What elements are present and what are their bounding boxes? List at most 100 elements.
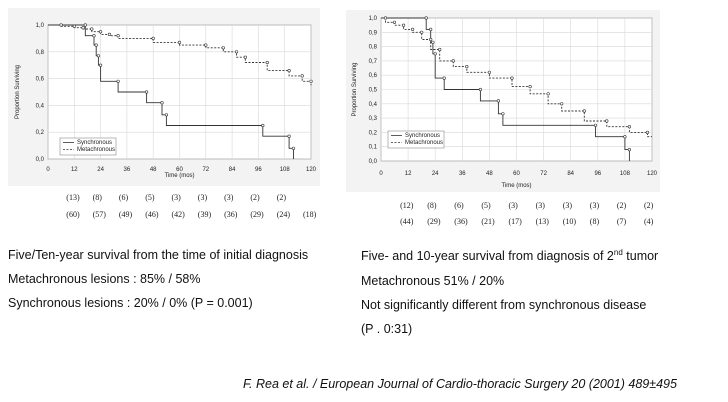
censor-mark	[92, 34, 96, 38]
censor-mark	[287, 134, 291, 138]
y-tick-label: 0,4	[36, 103, 45, 109]
y-tick-label: 0,9	[369, 30, 378, 36]
at-risk-count: (7)	[616, 217, 627, 226]
x-tick-label: 48	[486, 171, 493, 177]
x-axis-label: Time (mos)	[164, 173, 194, 179]
y-tick-label: 0,6	[36, 77, 45, 83]
y-tick-label: 0,3	[369, 116, 378, 122]
at-risk-count: (2)	[276, 193, 287, 202]
at-risk-count: (13)	[535, 217, 549, 226]
x-tick-label: 24	[432, 171, 439, 177]
legend-label-metachronous: Metachronous	[77, 147, 115, 153]
x-tick-label: 48	[150, 167, 157, 173]
at-risk-count: (24)	[276, 210, 291, 219]
x-tick-label: 12	[71, 167, 78, 173]
censor-mark	[528, 84, 532, 89]
censor-mark	[221, 46, 225, 50]
censor-mark	[627, 148, 632, 152]
x-tick-label: 120	[647, 171, 658, 177]
at-risk-count: (44)	[400, 217, 414, 226]
at-risk-count: (5)	[481, 201, 491, 210]
at-risk-count: (8)	[427, 201, 437, 210]
censor-mark	[593, 123, 598, 127]
censor-mark	[90, 27, 94, 31]
censor-mark	[107, 32, 111, 37]
x-tick-label: 12	[405, 171, 412, 177]
legend-label-metachronous: Metachronous	[405, 140, 443, 146]
at-risk-count: (60)	[66, 210, 80, 219]
at-risk-count: (42)	[171, 210, 185, 219]
censor-mark	[234, 50, 239, 54]
at-risk-count: (17)	[508, 217, 522, 226]
at-risk-count: (2)	[250, 193, 260, 202]
x-axis-label: Time (mos)	[501, 183, 531, 189]
censor-mark	[160, 101, 164, 105]
at-risk-count: (3)	[171, 193, 181, 202]
series-metachronous	[381, 17, 652, 138]
censor-mark	[83, 23, 87, 27]
censor-mark	[451, 59, 455, 63]
censor-mark	[487, 70, 491, 74]
series-synchronous	[48, 24, 294, 159]
y-tick-label: 0,6	[369, 73, 378, 79]
censor-mark	[429, 37, 433, 42]
x-tick-label: 84	[567, 171, 574, 177]
censor-mark	[59, 23, 63, 27]
censor-mark	[243, 55, 247, 59]
censor-mark	[546, 92, 550, 96]
right-text-line1: Five- and 10-year survival from diagnosi…	[361, 248, 658, 263]
y-tick-label: 0,4	[369, 102, 378, 108]
y-axis-label: Proportion Surviving	[15, 65, 21, 119]
censor-mark	[145, 90, 149, 94]
left-text-line3: Synchronous lesions : 20% / 0% (P = 0.00…	[8, 296, 253, 310]
x-tick-label: 0	[379, 171, 383, 177]
censor-mark	[98, 30, 103, 34]
legend-label-synchronous: Synchronous	[405, 133, 440, 139]
at-risk-count: (29)	[427, 217, 441, 226]
censor-mark	[96, 54, 100, 58]
at-risk-count: (2)	[644, 201, 654, 210]
censor-mark	[81, 26, 85, 30]
y-tick-label: 1,0	[36, 23, 45, 29]
right-chart-panel: 0 12 24 36 48 60 72 84 96 108 120 0,0 0,1 0,2 0,3 0,4 0,…	[346, 10, 660, 192]
y-tick-label: 0,7	[369, 59, 378, 65]
censor-mark	[94, 43, 98, 47]
at-risk-count: (5)	[145, 193, 155, 202]
y-tick-label: 0,5	[369, 88, 378, 94]
x-tick-label: 36	[459, 171, 466, 177]
at-risk-count: (3)	[508, 201, 518, 210]
censor-mark	[442, 76, 446, 80]
at-risk-count: (49)	[118, 210, 133, 219]
left-survival-chart: 0 12 24 36 48 60 72 84 96 108 120 0,0 0,2 0,4 0,6 0,8 1,…	[15, 23, 317, 179]
left-text-line1: Five/Ten-year survival from the time of …	[8, 248, 309, 262]
at-risk-count: (46)	[145, 210, 159, 219]
at-risk-count: (8)	[589, 217, 600, 226]
citation: F. Rea et al. / European Journal of Card…	[243, 377, 677, 391]
censor-mark	[410, 27, 415, 32]
x-tick-label: 60	[176, 167, 183, 173]
right-text-line1-end: tumor	[622, 249, 659, 264]
censor-mark	[204, 43, 208, 47]
censor-mark	[291, 146, 296, 150]
left-text-line2: Metachronous lesions : 85% / 58%	[8, 272, 201, 286]
x-tick-label: 24	[97, 167, 104, 173]
at-risk-count: (18)	[303, 210, 317, 219]
censor-mark	[300, 74, 304, 78]
x-tick-label: 96	[255, 167, 262, 173]
censor-mark	[429, 27, 433, 32]
censor-mark	[627, 125, 632, 129]
at-risk-count: (6)	[454, 201, 464, 210]
x-tick-label: 72	[540, 171, 547, 177]
censor-mark	[265, 60, 269, 65]
y-tick-label: 0,8	[369, 45, 378, 51]
y-tick-label: 0,2	[36, 130, 45, 136]
censor-mark	[420, 30, 424, 34]
y-tick-label: 1,0	[369, 16, 378, 22]
at-risk-count: (8)	[92, 193, 102, 202]
x-tick-label: 60	[513, 171, 520, 177]
at-risk-count: (21)	[481, 217, 495, 226]
x-tick-label: 0	[46, 167, 50, 173]
censor-mark	[72, 24, 76, 28]
censor-mark	[510, 76, 514, 80]
censor-mark	[582, 109, 586, 113]
